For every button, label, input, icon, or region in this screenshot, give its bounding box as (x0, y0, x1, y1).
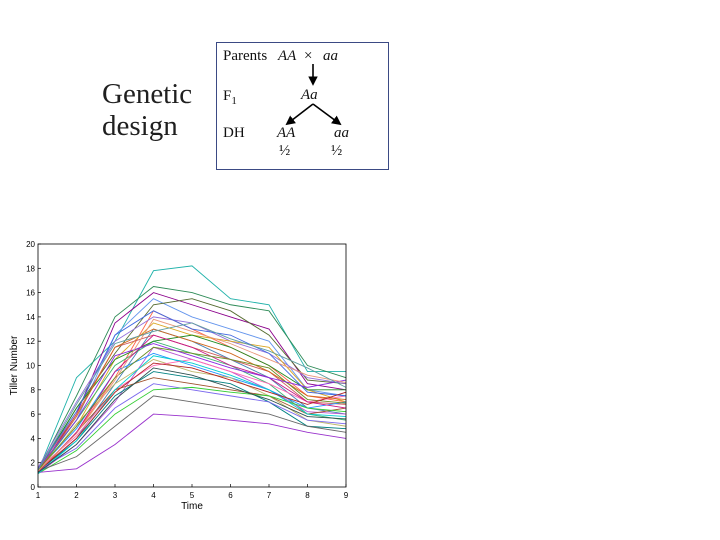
y-tick-label: 10 (26, 362, 35, 371)
series-line-24 (37, 310, 347, 470)
series-line-2 (37, 286, 347, 471)
y-tick-label: 18 (26, 264, 35, 273)
f1-to-dh-left-arrow (285, 103, 314, 126)
heading-line-1: Genetic (102, 78, 193, 110)
series-line-27 (37, 355, 347, 474)
f1-subscript: 1 (231, 95, 237, 107)
y-tick-label: 0 (31, 483, 36, 492)
f1-label: F1 (223, 88, 237, 107)
heading-line-2: design (102, 110, 178, 142)
x-tick-label: 3 (113, 491, 118, 500)
x-tick-label: 5 (190, 491, 195, 500)
y-tick-label: 2 (31, 459, 36, 468)
dh-genotype-1: AA (277, 125, 296, 141)
dh-frequency-2: ½ (331, 143, 343, 159)
series-line-28 (37, 362, 347, 472)
series-line-32 (37, 322, 347, 471)
series-line-3 (37, 292, 347, 473)
series-line-29 (37, 343, 347, 470)
y-tick-label: 20 (26, 240, 35, 249)
x-tick-label: 9 (344, 491, 349, 500)
series-line-30 (37, 367, 347, 473)
y-tick-label: 14 (26, 313, 35, 322)
dh-label: DH (223, 125, 245, 141)
cross-arrows (285, 64, 342, 126)
y-axis-label: Tiller Number (9, 335, 20, 395)
y-tick-label: 16 (26, 289, 35, 298)
series-line-5 (37, 298, 347, 472)
series-line-15 (37, 358, 347, 470)
series-line-18 (37, 383, 347, 471)
series-line-11 (37, 340, 347, 472)
series-lines (37, 265, 347, 475)
cross-symbol: × (304, 48, 313, 64)
y-tick-label: 6 (31, 410, 36, 419)
series-line-20 (37, 395, 347, 472)
x-ticks: 1 2 3 4 5 6 7 8 9 (36, 484, 349, 500)
genetic-design-heading: Genetic design (102, 78, 192, 142)
x-tick-label: 2 (74, 491, 79, 500)
dh-frequency-1: ½ (279, 143, 291, 159)
series-line-25 (37, 334, 347, 473)
x-tick-label: 4 (151, 491, 156, 500)
series-line-1 (37, 265, 346, 472)
x-tick-label: 1 (36, 491, 41, 500)
x-tick-label: 7 (267, 491, 272, 500)
parent1-genotype: AA (278, 48, 297, 64)
x-axis-label: Time (181, 501, 203, 512)
f1-to-dh-right-arrow (312, 103, 342, 126)
x-tick-label: 8 (305, 491, 310, 500)
x-tick-label: 6 (228, 491, 233, 500)
f1-genotype: Aa (301, 87, 318, 103)
series-line-26 (37, 346, 347, 471)
y-ticks: 0 2 4 6 8 10 12 14 16 18 20 (26, 240, 41, 492)
y-tick-label: 4 (31, 434, 36, 443)
parents-label: Parents (223, 48, 268, 64)
y-tick-label: 8 (31, 386, 36, 395)
dh-genotype-2: aa (334, 125, 349, 141)
genetic-design-box: Parents AA × aa F1 Aa DH AA aa ½ ½ (216, 42, 389, 170)
series-line-16 (37, 371, 347, 472)
series-line-23 (37, 328, 347, 472)
parent2-genotype: aa (323, 48, 338, 64)
series-line-21 (37, 413, 347, 473)
series-line-22 (37, 334, 346, 471)
y-tick-label: 12 (26, 337, 35, 346)
series-line-31 (37, 318, 347, 472)
series-line-19 (37, 386, 347, 475)
series-line-17 (37, 377, 347, 473)
